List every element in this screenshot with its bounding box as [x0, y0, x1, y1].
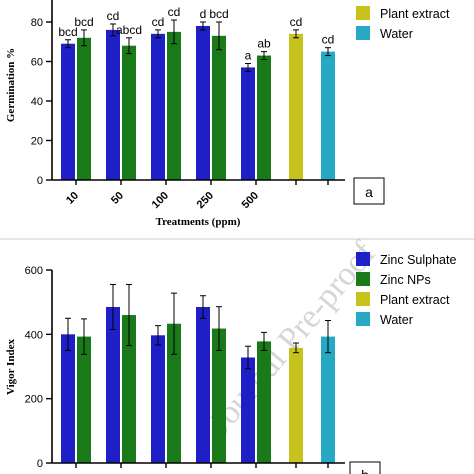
b-bar-zinc-nps — [122, 315, 136, 463]
panel-a-legend: Plant extract Water — [356, 6, 450, 41]
b-bar-water — [321, 336, 335, 463]
b-y-tick-label: 400 — [25, 329, 43, 341]
a-legend-label: Water — [380, 27, 413, 41]
panel-b-x-ticks — [75, 463, 329, 468]
b-legend-label: Zinc Sulphate — [380, 253, 456, 267]
b-y-tick-label: 600 — [25, 265, 43, 277]
panel-b-y-ticks: 0 200 400 600 — [25, 265, 52, 470]
b-legend-label: Water — [380, 313, 413, 327]
a-y-tick-label: 40 — [31, 96, 43, 108]
a-bar-zinc-sulphate — [196, 25, 210, 181]
a-significance-letter: cd — [322, 33, 335, 47]
a-significance-letter: ab — [257, 37, 271, 51]
a-significance-letter: d — [200, 7, 207, 21]
panel-b-y-axis-label: Vigor Index — [5, 339, 17, 395]
b-legend-swatch — [356, 272, 370, 286]
a-significance-letter: abcd — [116, 23, 142, 37]
b-legend-label: Plant extract — [380, 293, 450, 307]
b-bar-zinc-nps — [77, 336, 91, 463]
a-legend-label: Plant extract — [380, 7, 450, 21]
b-bar-zinc-sulphate — [61, 334, 75, 463]
b-legend-swatch — [356, 312, 370, 326]
a-y-tick-label: 20 — [31, 136, 43, 148]
a-significance-letter: cd — [168, 5, 181, 19]
a-significance-letter: bcd — [209, 7, 228, 21]
b-bar-zinc-sulphate — [196, 306, 210, 463]
b-bar-zinc-nps — [257, 341, 271, 463]
b-bar-zinc-sulphate — [241, 357, 255, 463]
panel-a-y-ticks: 0 20 40 60 80 — [31, 17, 52, 187]
panel-b-legend: Zinc Sulphate Zinc NPs Plant extract Water — [356, 252, 456, 327]
a-bar-zinc-nps — [212, 35, 226, 181]
a-bar-plant-extract — [289, 33, 303, 180]
panel-a-y-axis-label: Germination % — [5, 48, 17, 122]
a-y-tick-label: 60 — [31, 57, 43, 69]
panel-b-label: b — [361, 467, 369, 474]
panel-b-bars — [61, 283, 335, 463]
a-significance-letter: bcd — [74, 15, 93, 29]
a-bar-zinc-sulphate — [61, 43, 75, 180]
a-bar-water — [321, 51, 335, 180]
b-bar-zinc-sulphate — [151, 335, 165, 463]
panel-b-label-box — [349, 461, 381, 474]
a-significance-letter: cd — [107, 9, 120, 23]
a-legend-swatch — [356, 26, 370, 40]
a-legend-swatch — [356, 6, 370, 20]
b-bar-zinc-nps — [167, 323, 181, 463]
a-x-tick-label: 500 — [240, 190, 261, 211]
b-bar-zinc-sulphate — [106, 306, 120, 463]
b-y-tick-label: 0 — [37, 458, 43, 470]
a-bar-zinc-nps — [122, 45, 136, 181]
b-bar-plant-extract — [289, 347, 303, 463]
panel-a-x-axis-label: Treatments (ppm) — [156, 216, 241, 228]
a-x-tick-label: 100 — [150, 190, 171, 211]
a-significance-letter: a — [245, 48, 252, 62]
a-significance-letter: bcd — [58, 25, 77, 39]
a-x-tick-label: 50 — [109, 190, 126, 207]
a-y-tick-label: 0 — [37, 175, 43, 187]
a-bar-zinc-nps — [77, 37, 91, 180]
a-bar-zinc-sulphate — [241, 67, 255, 180]
a-x-tick-label: 10 — [64, 190, 81, 207]
a-y-tick-label: 80 — [31, 17, 43, 29]
a-bar-zinc-nps — [257, 55, 271, 181]
a-bar-zinc-nps — [167, 31, 181, 180]
a-significance-letter: cd — [152, 15, 165, 29]
b-legend-label: Zinc NPs — [380, 273, 431, 287]
a-significance-letter: cd — [290, 15, 303, 29]
panel-a-label-box — [353, 177, 385, 205]
a-bar-zinc-sulphate — [151, 33, 165, 180]
a-bar-zinc-sulphate — [106, 29, 120, 181]
b-legend-swatch — [356, 292, 370, 306]
panel-a-label: a — [365, 184, 373, 200]
b-bar-zinc-nps — [212, 328, 226, 463]
a-x-tick-label: 250 — [195, 190, 216, 211]
b-legend-swatch — [356, 252, 370, 266]
b-y-tick-label: 200 — [25, 394, 43, 406]
panel-a-x-ticks: 10 50 100 250 500 — [64, 180, 329, 211]
